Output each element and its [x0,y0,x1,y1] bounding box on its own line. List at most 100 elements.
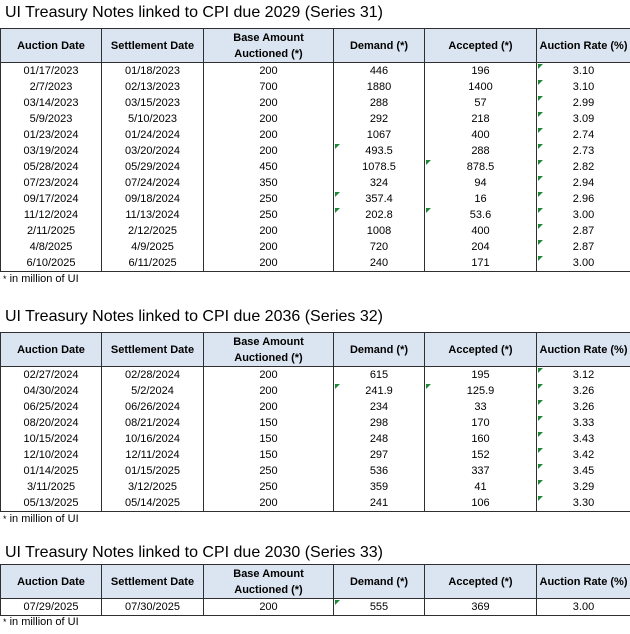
cell-demand: 297 [333,447,425,463]
footnote-marker: * [3,274,7,284]
cell-base-amount: 200 [203,127,334,143]
footnote: * in million of UI [3,273,79,285]
footnote: * in million of UI [3,513,79,525]
cell-settlement-date: 6/11/2025 [101,255,204,272]
cell-auction-rate: 3.26 [536,399,630,415]
cell-accepted: 369 [424,598,537,616]
col-header-auction-rate: Auction Rate (%) [536,332,630,367]
cell-auction-rate: 2.96 [536,191,630,207]
cell-auction-rate: 2.94 [536,175,630,191]
cell-auction-date: 07/23/2024 [0,175,102,191]
table-row: 01/17/2023 01/18/2023 200 446 196 3.10 [0,62,630,79]
table-row: 07/29/2025 07/30/2025 200 555 369 3.00 [0,598,630,616]
table-row: 05/28/2024 05/29/2024 450 1078.5 878.5 2.82 [0,159,630,175]
cell-base-amount: 250 [203,207,334,223]
footnote-text: in million of UI [9,273,79,285]
cell-accepted: 204 [424,239,537,255]
cell-demand: 615 [333,366,425,383]
table-row: 02/27/2024 02/28/2024 200 615 195 3.12 [0,366,630,383]
cell-demand: 288 [333,95,425,111]
table-row: 11/12/2024 11/13/2024 250 202.8 53.6 3.00 [0,207,630,223]
cell-accepted: 106 [424,495,537,512]
col-header-demand: Demand (*) [333,332,425,367]
cell-demand: 240 [333,255,425,272]
cell-auction-date: 05/28/2024 [0,159,102,175]
cell-demand: 202.8 [333,207,425,223]
cell-auction-date: 05/13/2025 [0,495,102,512]
cell-base-amount: 150 [203,447,334,463]
cell-auction-date: 6/10/2025 [0,255,102,272]
cell-accepted: 94 [424,175,537,191]
cell-auction-rate: 3.00 [536,598,630,616]
table-row: 10/15/2024 10/16/2024 150 248 160 3.43 [0,431,630,447]
cell-auction-rate: 3.30 [536,495,630,512]
cell-base-amount: 200 [203,223,334,239]
col-header-accepted: Accepted (*) [424,564,537,599]
cell-settlement-date: 02/13/2023 [101,79,204,95]
header-row: Auction Date Settlement Date Base Amount… [0,332,630,367]
cell-base-amount: 250 [203,463,334,479]
table-row: 07/23/2024 07/24/2024 350 324 94 2.94 [0,175,630,191]
cell-auction-date: 12/10/2024 [0,447,102,463]
cell-accepted: 195 [424,366,537,383]
cell-auction-date: 2/7/2023 [0,79,102,95]
table-row: 09/17/2024 09/18/2024 250 357.4 16 2.96 [0,191,630,207]
cell-settlement-date: 03/15/2023 [101,95,204,111]
footnote-text: in million of UI [9,513,79,525]
footnote-marker: * [3,617,7,627]
cell-auction-date: 09/17/2024 [0,191,102,207]
table-row: 2/11/2025 2/12/2025 200 1008 400 2.87 [0,223,630,239]
cell-base-amount: 200 [203,495,334,512]
cell-auction-date: 11/12/2024 [0,207,102,223]
col-header-accepted: Accepted (*) [424,28,537,63]
cell-accepted: 218 [424,111,537,127]
cell-auction-rate: 2.87 [536,239,630,255]
table-row: 01/23/2024 01/24/2024 200 1067 400 2.74 [0,127,630,143]
cell-auction-date: 2/11/2025 [0,223,102,239]
auction-table: Auction Date Settlement Date Base Amount… [0,564,630,616]
cell-auction-rate: 3.12 [536,366,630,383]
col-header-settlement-date: Settlement Date [101,564,204,599]
cell-auction-rate: 3.09 [536,111,630,127]
cell-auction-rate: 2.87 [536,223,630,239]
cell-base-amount: 200 [203,239,334,255]
cell-settlement-date: 02/28/2024 [101,366,204,383]
cell-base-amount: 200 [203,399,334,415]
cell-base-amount: 200 [203,598,334,616]
cell-accepted: 41 [424,479,537,495]
cell-auction-rate: 3.42 [536,447,630,463]
cell-auction-date: 04/30/2024 [0,383,102,399]
cell-settlement-date: 09/18/2024 [101,191,204,207]
cell-accepted: 171 [424,255,537,272]
cell-accepted: 33 [424,399,537,415]
cell-accepted: 288 [424,143,537,159]
cell-demand: 241.9 [333,383,425,399]
cell-auction-rate: 3.26 [536,383,630,399]
cell-auction-date: 08/20/2024 [0,415,102,431]
table-row: 3/11/2025 3/12/2025 250 359 41 3.29 [0,479,630,495]
cell-demand: 298 [333,415,425,431]
cell-settlement-date: 07/30/2025 [101,598,204,616]
cell-accepted: 400 [424,127,537,143]
col-header-demand: Demand (*) [333,28,425,63]
header-row: Auction Date Settlement Date Base Amount… [0,564,630,599]
footnote-text: in million of UI [9,616,79,628]
cell-auction-date: 01/17/2023 [0,62,102,79]
cell-auction-date: 5/9/2023 [0,111,102,127]
table-row: 6/10/2025 6/11/2025 200 240 171 3.00 [0,255,630,272]
cell-settlement-date: 2/12/2025 [101,223,204,239]
cell-settlement-date: 10/16/2024 [101,431,204,447]
cell-settlement-date: 12/11/2024 [101,447,204,463]
cell-auction-rate: 2.82 [536,159,630,175]
cell-settlement-date: 5/10/2023 [101,111,204,127]
auction-table: Auction Date Settlement Date Base Amount… [0,28,630,272]
cell-base-amount: 200 [203,95,334,111]
cell-settlement-date: 01/24/2024 [101,127,204,143]
section-title: UI Treasury Notes linked to CPI due 2036… [5,308,383,325]
cell-accepted: 400 [424,223,537,239]
cell-settlement-date: 05/29/2024 [101,159,204,175]
table-row: 08/20/2024 08/21/2024 150 298 170 3.33 [0,415,630,431]
table-row: 06/25/2024 06/26/2024 200 234 33 3.26 [0,399,630,415]
cell-accepted: 878.5 [424,159,537,175]
cell-base-amount: 700 [203,79,334,95]
